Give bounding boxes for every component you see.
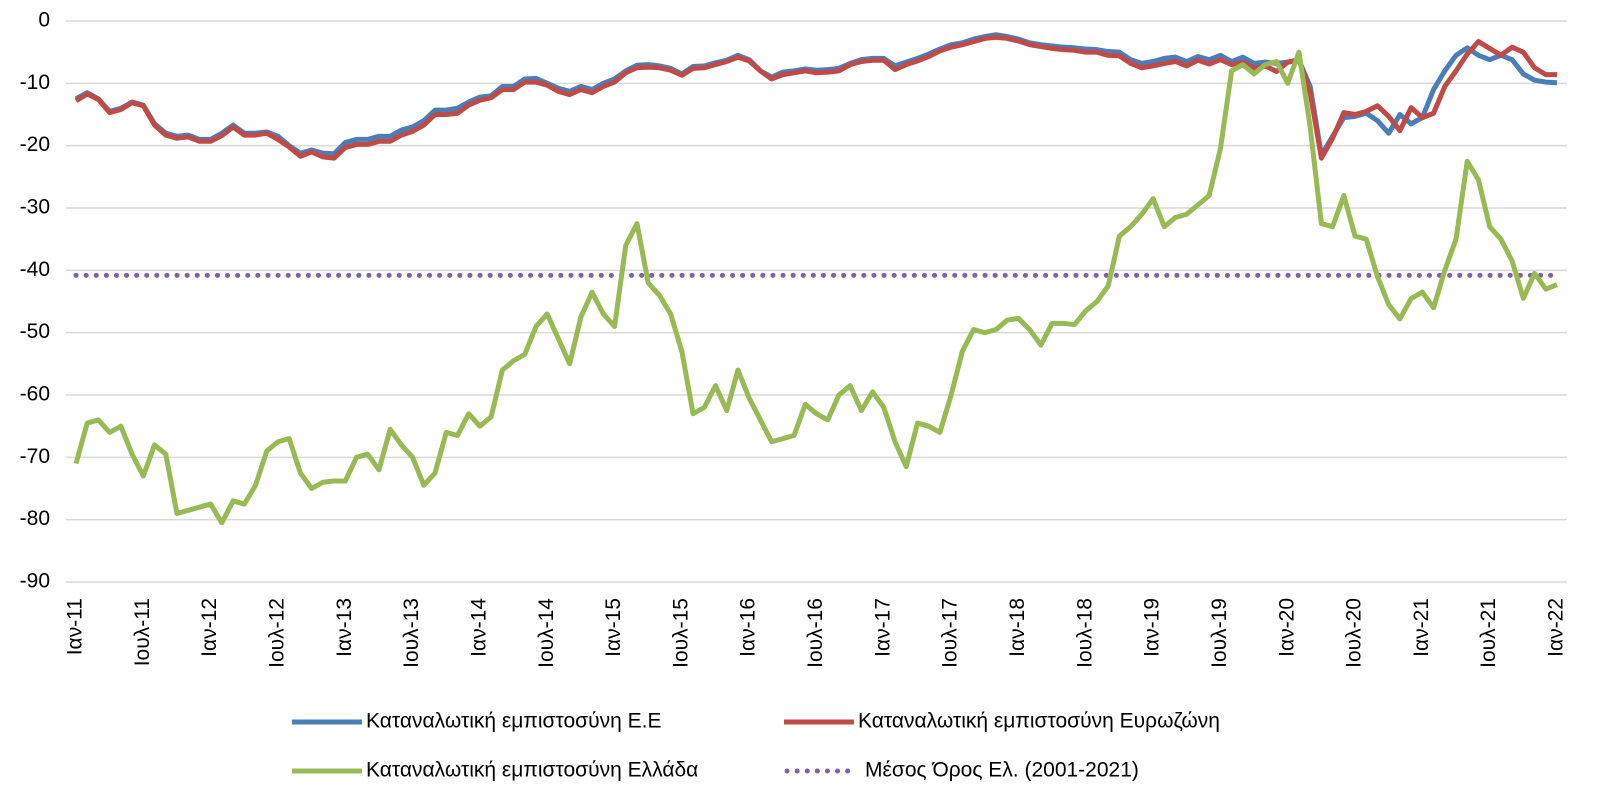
x-tick-label: Ιαν-15: [602, 598, 625, 657]
x-tick-label: Ιουλ-13: [400, 598, 423, 668]
y-tick-label: -60: [20, 383, 50, 406]
series-line: [74, 34, 1557, 161]
x-tick-label: Ιαν-13: [333, 598, 356, 657]
x-tick-label: Ιαν-21: [1410, 598, 1433, 657]
series-line: [73, 49, 1558, 526]
legend-label: Καταναλωτική εμπιστοσύνη Ε.Ε: [366, 710, 662, 733]
x-tick-label: Ιουλ-20: [1343, 598, 1366, 668]
x-tick-label: Ιαν-16: [737, 598, 760, 657]
x-tick-label: Ιαν-14: [467, 598, 490, 657]
x-tick-label: Ιουλ-14: [535, 598, 558, 668]
y-tick-label: -40: [20, 258, 50, 281]
x-tick-label: Ιαν-19: [1141, 598, 1164, 657]
y-tick-label: -30: [20, 196, 50, 219]
x-tick-label: Ιαν-18: [1006, 598, 1029, 657]
y-tick-label: -50: [20, 320, 50, 343]
x-tick-label: Ιαν-11: [64, 598, 87, 655]
x-tick-label: Ιουλ-21: [1477, 598, 1500, 668]
y-tick-label: 0: [38, 9, 50, 32]
x-tick-label: Ιουλ-18: [1073, 598, 1096, 668]
x-tick-label: Ιουλ-12: [266, 598, 289, 668]
x-tick-label: Ιουλ-11: [131, 598, 154, 666]
y-tick-label: -10: [20, 71, 50, 94]
x-tick-label: Ιαν-20: [1275, 598, 1298, 657]
x-tick-label: Ιουλ-17: [939, 598, 962, 668]
y-tick-label: -80: [20, 507, 50, 530]
x-tick-label: Ιουλ-15: [669, 598, 692, 668]
x-tick-label: Ιαν-12: [198, 598, 221, 657]
y-tick-label: -20: [20, 133, 50, 156]
legend-label: Μέσος Όρος Ελ. (2001-2021): [865, 759, 1139, 782]
x-tick-label: Ιουλ-16: [804, 598, 827, 668]
x-tick-label: Ιαν-17: [871, 598, 894, 657]
x-tick-label: Ιουλ-19: [1208, 598, 1231, 668]
x-tick-label: Ιαν-22: [1545, 598, 1568, 657]
legend-label: Καταναλωτική εμπιστοσύνη Ευρωζώνη: [858, 710, 1220, 733]
y-tick-label: -70: [20, 445, 50, 468]
y-tick-label: -90: [20, 570, 50, 593]
legend-label: Καταναλωτική εμπιστοσύνη Ελλάδα: [366, 759, 698, 782]
